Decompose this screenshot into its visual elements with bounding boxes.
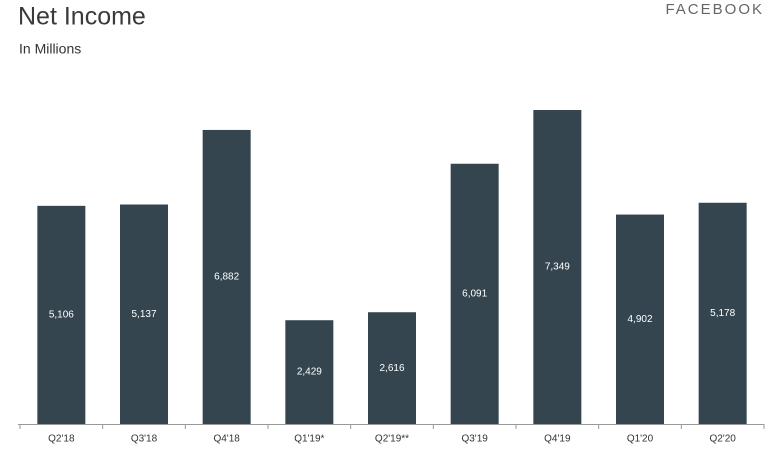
value-label: 5,106 [49, 310, 74, 321]
brand: FACEBOOK [665, 1, 764, 18]
value-label: 5,137 [131, 309, 156, 320]
bar [202, 129, 251, 424]
bar [120, 204, 168, 424]
x-tick-label: Q4'19 [544, 434, 571, 445]
value-label: 6,091 [462, 289, 487, 300]
bar [616, 214, 664, 424]
value-label: 7,349 [545, 262, 570, 273]
bar [285, 320, 334, 424]
bar [533, 110, 582, 424]
bar [698, 202, 747, 424]
x-tick-label: Q1'20 [627, 434, 654, 445]
x-tick-label: Q2'19** [375, 434, 409, 445]
chart-subtitle: In Millions [19, 41, 81, 57]
value-label: 6,882 [214, 272, 239, 283]
chart-title: Net Income [18, 3, 146, 31]
x-tick-label: Q3'19 [461, 434, 488, 445]
x-tick-label: Q3'18 [131, 434, 158, 445]
value-label: 2,429 [297, 367, 322, 378]
x-tick-label: Q2'18 [48, 434, 75, 445]
x-tick-label: Q2'20 [709, 434, 736, 445]
x-tick-label: Q4'18 [213, 434, 240, 445]
value-label: 2,616 [379, 363, 404, 374]
value-label: 4,902 [627, 314, 652, 325]
bar [368, 312, 416, 424]
x-tick-label: Q1'19* [294, 434, 324, 445]
value-label: 5,178 [710, 308, 735, 319]
bar [37, 205, 86, 424]
bar [450, 163, 499, 425]
